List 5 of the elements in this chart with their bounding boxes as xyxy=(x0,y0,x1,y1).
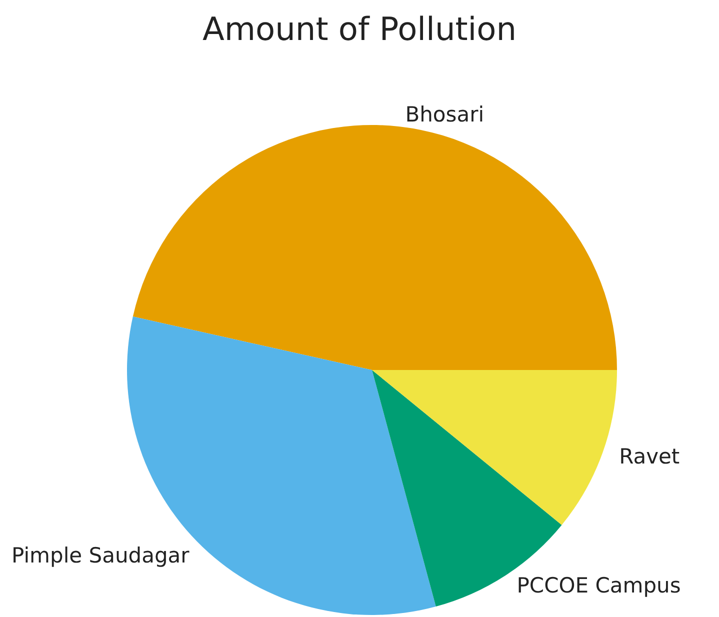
slice-label: Ravet xyxy=(619,444,680,468)
chart-title: Amount of Pollution xyxy=(202,10,517,48)
slice-label: Bhosari xyxy=(405,102,484,127)
slice-label: PCCOE Campus xyxy=(516,574,681,598)
slice-label: Pimple Saudagar xyxy=(12,544,190,568)
